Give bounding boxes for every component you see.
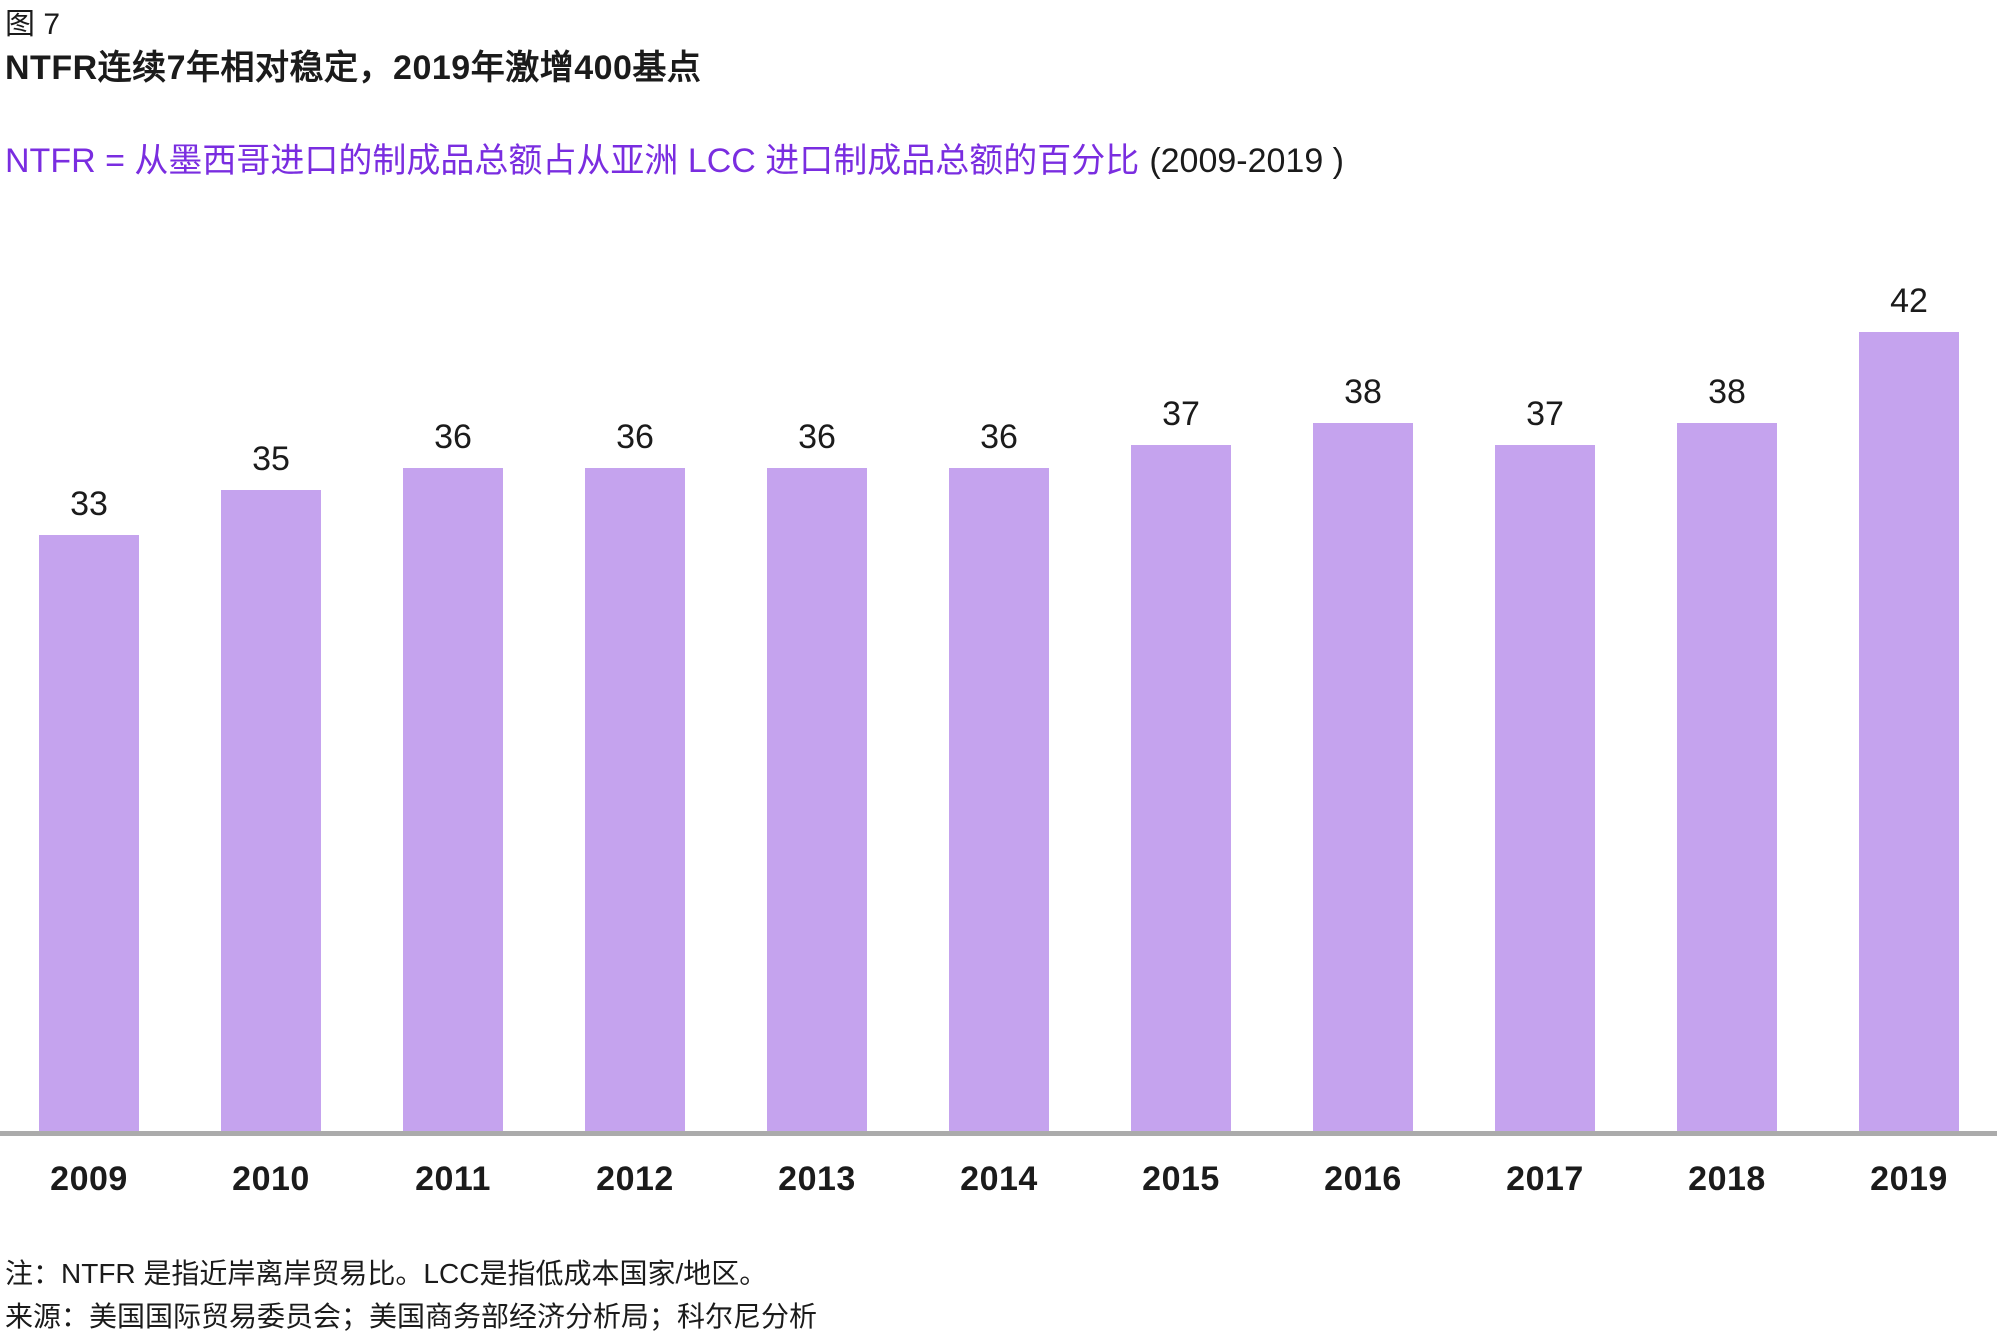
bar-cell: 38 — [1313, 375, 1413, 1131]
bar — [1495, 445, 1595, 1131]
bar — [767, 468, 867, 1131]
bar-cell: 36 — [585, 420, 685, 1131]
bar-value-label: 37 — [1526, 395, 1564, 433]
figure-header: 图 7 NTFR连续7年相对稳定，2019年激增400基点 NTFR = 从墨西… — [5, 8, 1344, 181]
bar-cell: 36 — [949, 420, 1049, 1131]
bars-area: 33 35 36 36 36 36 37 38 37 38 42 — [0, 240, 2000, 1131]
chart-subtitle-years: (2009-2019 ) — [1149, 142, 1344, 181]
bar — [221, 490, 321, 1131]
bar-cell: 35 — [221, 442, 321, 1131]
bar-value-label: 36 — [980, 418, 1018, 456]
bar-value-label: 33 — [70, 485, 108, 523]
chart-subtitle-definition: NTFR = 从墨西哥进口的制成品总额占从亚洲 LCC 进口制成品总额的百分比 — [5, 142, 1140, 181]
source-line: 来源：美国国际贸易委员会；美国商务部经济分析局；科尔尼分析 — [5, 1301, 818, 1332]
x-axis-label: 2009 — [50, 1160, 128, 1198]
bar-value-label: 38 — [1344, 373, 1382, 411]
note-line: 注：NTFR 是指近岸离岸贸易比。LCC是指低成本国家/地区。 — [5, 1258, 768, 1289]
bar-cell: 37 — [1495, 397, 1595, 1131]
x-axis-label: 2019 — [1870, 1160, 1948, 1198]
bar — [403, 468, 503, 1131]
bar-value-label: 36 — [616, 418, 654, 456]
bar — [1313, 423, 1413, 1131]
x-axis-label: 2015 — [1142, 1160, 1220, 1198]
bar-cell: 36 — [403, 420, 503, 1131]
bar-cell: 36 — [767, 420, 867, 1131]
x-axis-label: 2017 — [1506, 1160, 1584, 1198]
bar — [39, 535, 139, 1131]
bar-cell: 33 — [39, 487, 139, 1131]
bar-cell: 38 — [1677, 375, 1777, 1131]
chart-title: NTFR连续7年相对稳定，2019年激增400基点 — [5, 49, 702, 87]
x-axis-label: 2014 — [960, 1160, 1038, 1198]
bar-cell: 37 — [1131, 397, 1231, 1131]
bar — [585, 468, 685, 1131]
bar-cell: 42 — [1859, 284, 1959, 1131]
x-axis-label: 2016 — [1324, 1160, 1402, 1198]
x-axis-label: 2011 — [415, 1160, 491, 1198]
bar-value-label: 38 — [1708, 373, 1746, 411]
bar-value-label: 35 — [252, 440, 290, 478]
bar-value-label: 36 — [798, 418, 836, 456]
bar — [949, 468, 1049, 1131]
x-axis-label: 2018 — [1688, 1160, 1766, 1198]
bar — [1677, 423, 1777, 1131]
bar-value-label: 36 — [434, 418, 472, 456]
bar-value-label: 42 — [1890, 282, 1928, 320]
bar-chart: 33 35 36 36 36 36 37 38 37 38 42 2009 2010 2011 2012 2… — [0, 240, 2000, 1196]
x-axis-label: 2012 — [596, 1160, 674, 1198]
x-axis-line — [0, 1131, 1997, 1136]
bar — [1859, 332, 1959, 1131]
x-axis-labels: 2009 2010 2011 2012 2013 2014 2015 2016 2017 2018… — [0, 1162, 2000, 1196]
figure-footnotes: 注：NTFR 是指近岸离岸贸易比。LCC是指低成本国家/地区。 来源：美国国际贸… — [5, 1252, 817, 1338]
chart-subtitle: NTFR = 从墨西哥进口的制成品总额占从亚洲 LCC 进口制成品总额的百分比(… — [5, 142, 1344, 181]
figure-number: 图 7 — [5, 8, 61, 41]
x-axis-label: 2013 — [778, 1160, 856, 1198]
x-axis-label: 2010 — [232, 1160, 310, 1198]
bar-value-label: 37 — [1162, 395, 1200, 433]
bar — [1131, 445, 1231, 1131]
